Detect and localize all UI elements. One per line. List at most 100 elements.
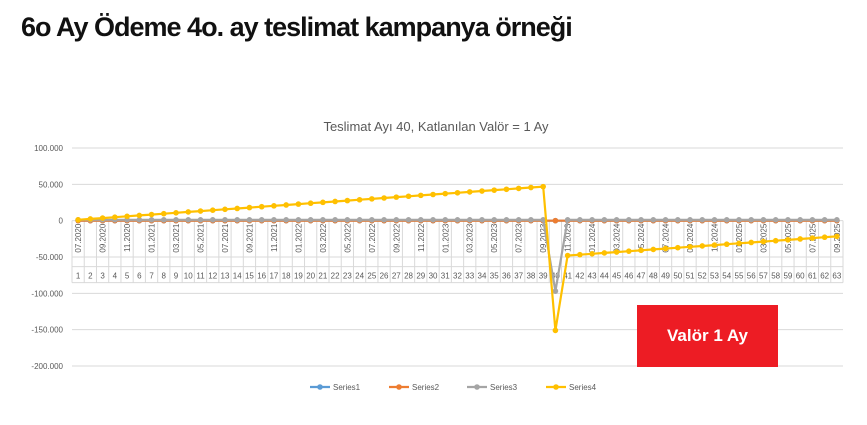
x-tick-label: 54: [722, 272, 731, 281]
x-tick-label: 30: [429, 272, 438, 281]
data-point: [662, 245, 669, 252]
data-point: [797, 236, 803, 242]
x-date-label: 11.2022: [417, 223, 426, 252]
x-date-label: 09.2022: [392, 223, 401, 252]
x-date-label: 01.2025: [735, 223, 744, 252]
x-tick-label: 17: [269, 272, 278, 281]
data-point: [711, 242, 718, 248]
data-point: [515, 216, 522, 223]
x-tick-label: 15: [245, 272, 254, 281]
data-point: [748, 216, 755, 223]
data-point: [160, 216, 167, 223]
data-point: [442, 216, 449, 223]
legend-item: Series3: [467, 383, 518, 392]
series-4: [75, 183, 840, 334]
data-point: [344, 216, 351, 223]
data-point: [258, 216, 265, 223]
data-point: [295, 201, 302, 207]
data-point: [417, 192, 424, 199]
x-tick-label: 6: [137, 272, 142, 281]
data-point: [723, 216, 730, 223]
data-point: [160, 210, 167, 217]
x-tick-label: 10: [184, 272, 193, 281]
x-tick-label: 3: [100, 272, 105, 281]
x-tick-label: 53: [710, 272, 719, 281]
x-tick-label: 27: [392, 272, 401, 281]
x-tick-label: 20: [306, 272, 315, 281]
data-point: [173, 216, 179, 223]
x-tick-label: 47: [637, 272, 646, 281]
data-point: [515, 185, 522, 192]
data-point: [564, 216, 571, 223]
x-date-label: 11.2021: [270, 223, 279, 252]
data-point: [809, 216, 816, 223]
data-point: [393, 194, 400, 200]
data-point: [528, 184, 534, 191]
data-point: [650, 246, 657, 253]
data-point: [148, 216, 155, 223]
data-point: [613, 216, 620, 223]
data-point: [834, 233, 840, 240]
x-date-label: 09.2021: [245, 223, 254, 252]
data-point: [491, 187, 498, 193]
x-date-label: 07.2021: [221, 223, 230, 252]
data-point: [736, 216, 742, 223]
x-tick-label: 52: [698, 272, 707, 281]
legend-label: Series3: [490, 383, 518, 392]
valor-callout: Valör 1 Ay: [637, 305, 778, 367]
data-point: [320, 199, 326, 206]
data-point: [344, 197, 351, 204]
x-date-label: 07.2022: [368, 223, 377, 252]
data-point: [258, 203, 265, 210]
legend-swatch-marker: [474, 384, 480, 390]
data-point: [124, 213, 130, 220]
x-tick-label: 44: [600, 272, 609, 281]
data-point: [711, 216, 718, 223]
data-point: [320, 216, 326, 223]
data-point: [430, 191, 436, 198]
x-tick-label: 60: [796, 272, 805, 281]
x-date-label: 03.2022: [319, 223, 328, 252]
x-date-label: 11.2023: [564, 223, 573, 252]
data-point: [528, 216, 534, 223]
x-tick-label: 42: [575, 272, 584, 281]
x-tick-label: 61: [808, 272, 817, 281]
data-point: [540, 183, 546, 190]
data-point: [503, 186, 510, 193]
data-point: [760, 238, 767, 245]
data-point: [699, 243, 706, 249]
x-tick-label: 4: [113, 272, 118, 281]
data-point: [687, 216, 693, 223]
x-tick-label: 13: [221, 272, 230, 281]
data-point: [491, 216, 498, 223]
data-point: [381, 195, 387, 201]
data-point: [479, 216, 485, 223]
x-tick-label: 59: [783, 272, 792, 281]
x-tick-label: 51: [686, 272, 695, 281]
data-point: [442, 190, 449, 197]
x-tick-label: 12: [208, 272, 217, 281]
data-point: [748, 239, 755, 246]
data-point: [479, 188, 485, 194]
x-tick-label: 46: [624, 272, 633, 281]
x-date-label: 03.2025: [759, 223, 768, 252]
y-tick-label: -200.000: [31, 362, 63, 371]
legend-label: Series2: [412, 383, 440, 392]
x-tick-label: 7: [149, 272, 154, 281]
x-tick-label: 55: [735, 272, 744, 281]
data-point: [307, 200, 314, 207]
legend-swatch-marker: [317, 384, 323, 390]
data-point: [589, 216, 595, 223]
x-tick-label: 40: [551, 272, 560, 281]
data-point: [75, 216, 81, 223]
data-point: [197, 208, 204, 214]
data-point: [626, 216, 632, 223]
data-point: [405, 193, 412, 200]
x-date-label: 05.2023: [490, 223, 499, 252]
data-point: [723, 241, 730, 248]
data-point: [283, 216, 289, 223]
y-axis-ticks: 100.000 50.000 0 -50.000 -100.000 -150.000 -20…: [31, 144, 63, 371]
x-date-label: 03.2023: [466, 223, 475, 252]
data-point: [417, 216, 424, 223]
x-tick-label: 38: [526, 272, 535, 281]
